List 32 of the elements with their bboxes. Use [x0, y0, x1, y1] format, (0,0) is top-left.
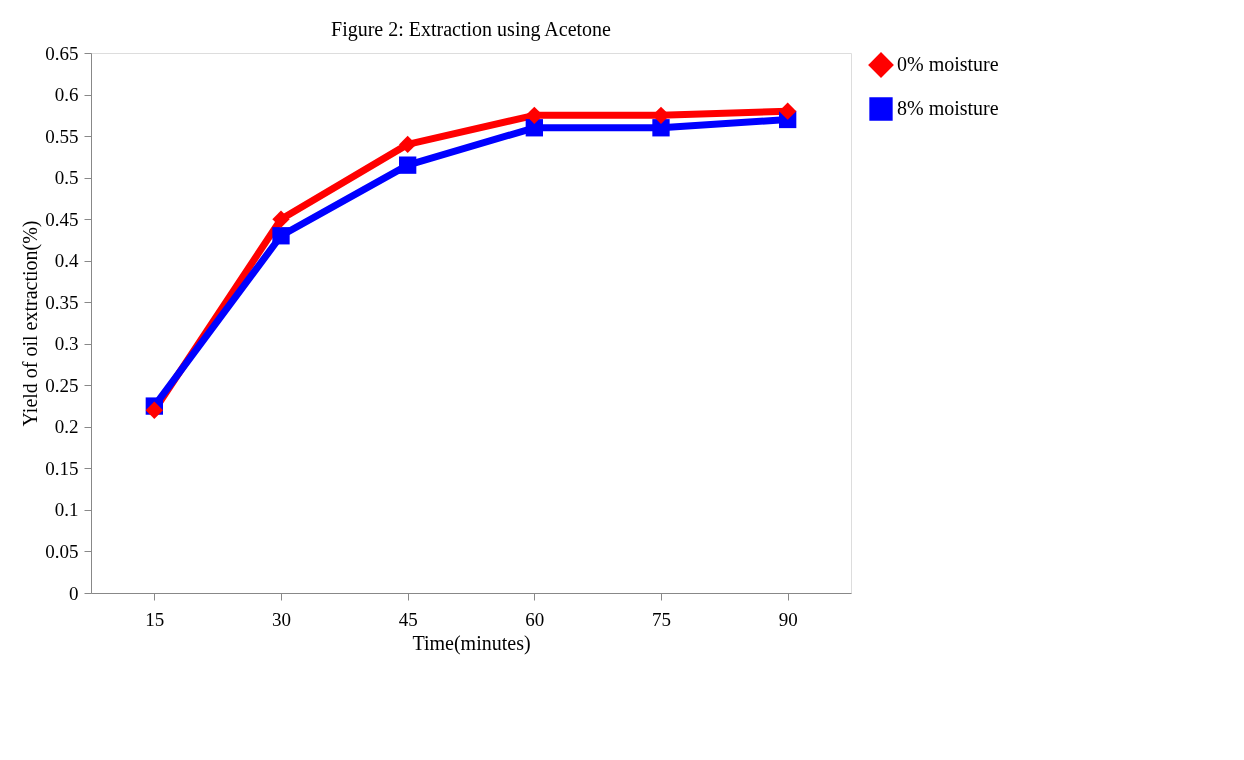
legend-label: 0% moisture [897, 53, 999, 75]
x-axis-title: Time(minutes) [412, 631, 531, 655]
y-tick-label: 0.3 [54, 333, 79, 355]
point [779, 102, 797, 120]
x-tick-label: 90 [778, 608, 798, 630]
y-tick-label: 0.55 [45, 125, 79, 147]
y-tick-label: 0.35 [45, 291, 79, 313]
y-tick-label: 0.1 [54, 499, 79, 521]
y-tick-label: 0.6 [54, 84, 79, 106]
y-tick-label: 0.5 [54, 167, 79, 189]
y-tick-label: 0.05 [45, 540, 79, 562]
y-tick-label: 0.65 [45, 42, 79, 64]
x-tick-label: 75 [652, 608, 671, 630]
y-axis-title: Yield of oil extraction(%) [19, 220, 43, 427]
point [272, 210, 290, 228]
y-tick-label: 0.15 [45, 457, 79, 479]
x-tick-label: 45 [398, 608, 418, 630]
x-tick-label: 15 [145, 608, 165, 630]
point [145, 401, 163, 419]
x-tick-label: 60 [525, 608, 545, 630]
y-tick-label: 0 [69, 582, 79, 604]
y-tick-label: 0.25 [45, 374, 79, 396]
point [399, 156, 417, 174]
legend-label: 8% moisture [897, 97, 999, 119]
point [652, 119, 670, 137]
point [272, 227, 290, 245]
y-tick-label: 0.2 [54, 416, 79, 438]
x-tick-label: 30 [272, 608, 291, 630]
y-tick-label: 0.45 [45, 208, 79, 230]
y-tick-label: 0.4 [54, 250, 79, 272]
chart-title: Figure 2: Extraction using Acetone [331, 18, 612, 41]
point [399, 135, 417, 154]
